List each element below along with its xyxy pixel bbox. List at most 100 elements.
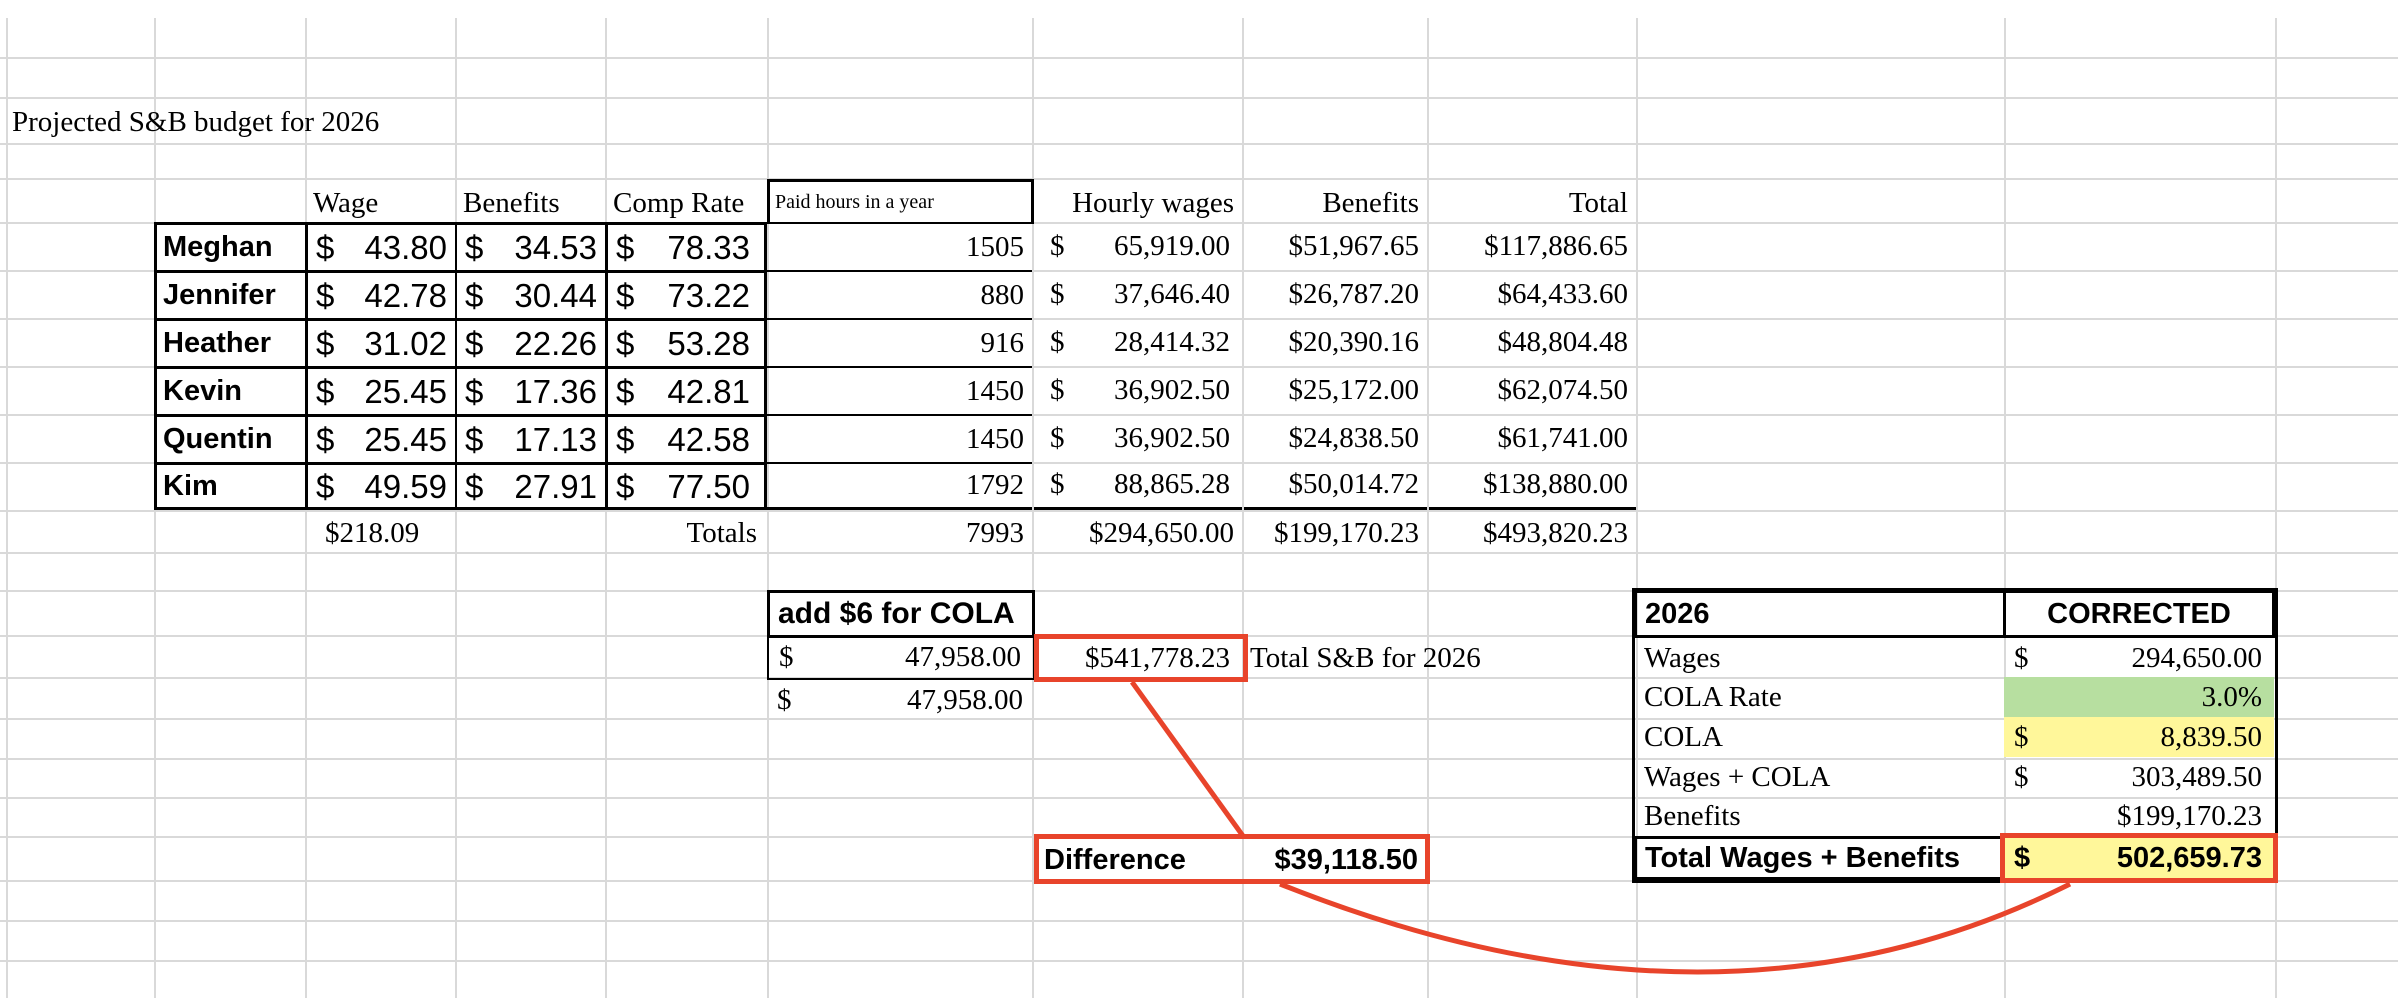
comp-rate-cell[interactable]: $78.33 bbox=[605, 222, 767, 270]
comp-rate-cell[interactable]: $77.50 bbox=[605, 462, 767, 510]
summary-row-value[interactable]: $199,170.23 bbox=[2004, 797, 2274, 836]
totals-hourly-wages[interactable]: $294,650.00 bbox=[1089, 516, 1234, 549]
comp-rate-cell[interactable]: $53.28 bbox=[605, 318, 767, 366]
employee-name[interactable]: Kim bbox=[154, 462, 305, 510]
hourly-wages-value: 36,902.50 bbox=[1114, 373, 1230, 406]
wage-cell[interactable]: $49.59 bbox=[305, 462, 455, 510]
paid-hours-cell[interactable]: 1505 bbox=[767, 222, 1032, 270]
summary-header-corrected[interactable]: CORRECTED bbox=[2003, 590, 2275, 638]
benefits-total-cell[interactable]: $26,787.20 bbox=[1288, 277, 1420, 310]
summary-row-label[interactable]: COLA bbox=[1644, 720, 1723, 753]
wage-value: 43.80 bbox=[364, 229, 447, 266]
benefits-value: 17.13 bbox=[514, 421, 597, 458]
totals-benefits[interactable]: $199,170.23 bbox=[1274, 516, 1419, 549]
benefits-cell[interactable]: $34.53 bbox=[455, 222, 605, 270]
row-total-cell[interactable]: $138,880.00 bbox=[1429, 462, 1636, 510]
currency-symbol: $ bbox=[616, 229, 635, 266]
paid-hours-cell[interactable]: 1450 bbox=[767, 414, 1032, 462]
totals-total[interactable]: $493,820.23 bbox=[1483, 516, 1628, 549]
total-sb-label[interactable]: Total S&B for 2026 bbox=[1250, 641, 1481, 674]
summary-total-value[interactable]: $ 502,659.73 bbox=[2004, 836, 2274, 880]
wage-cell[interactable]: $31.02 bbox=[305, 318, 455, 366]
cola-row-1-value: 47,958.00 bbox=[905, 640, 1021, 673]
row-total-cell[interactable]: $61,741.00 bbox=[1497, 421, 1629, 454]
header-comp-rate[interactable]: Comp Rate bbox=[613, 186, 745, 219]
row-total-cell[interactable]: $64,433.60 bbox=[1497, 277, 1629, 310]
benefits-total-cell[interactable]: $24,838.50 bbox=[1288, 421, 1420, 454]
wage-cell[interactable]: $25.45 bbox=[305, 366, 455, 414]
header-total[interactable]: Total bbox=[1568, 186, 1628, 219]
wage-cell[interactable]: $25.45 bbox=[305, 414, 455, 462]
benefits-cell[interactable]: $27.91 bbox=[455, 462, 605, 510]
total-sb-value[interactable]: $541,778.23 bbox=[1085, 641, 1230, 674]
header-benefits-total[interactable]: Benefits bbox=[1322, 186, 1419, 219]
comp-rate-cell[interactable]: $73.22 bbox=[605, 270, 767, 318]
summary-row-value[interactable]: $294,650.00 bbox=[2004, 638, 2274, 678]
header-wage[interactable]: Wage bbox=[313, 186, 379, 219]
benefits-cell[interactable]: $22.26 bbox=[455, 318, 605, 366]
cola-row-2[interactable]: $ 47,958.00 bbox=[767, 680, 1035, 720]
benefits-value: 17.36 bbox=[514, 373, 597, 410]
hourly-wages-cell[interactable]: $28,414.32 bbox=[1034, 318, 1242, 366]
summary-row-number: 8,839.50 bbox=[2160, 720, 2263, 753]
row-total-cell[interactable]: $48,804.48 bbox=[1497, 325, 1629, 358]
currency-symbol: $ bbox=[316, 325, 335, 362]
summary-row-value[interactable]: 3.0% bbox=[2004, 677, 2274, 717]
summary-header-year[interactable]: 2026 bbox=[1634, 590, 2006, 638]
benefits-total-cell[interactable]: $50,014.72 bbox=[1244, 462, 1427, 510]
hourly-wages-cell[interactable]: $37,646.40 bbox=[1034, 270, 1242, 318]
benefits-cell[interactable]: $17.36 bbox=[455, 366, 605, 414]
paid-hours-cell[interactable]: 1450 bbox=[767, 366, 1032, 414]
benefits-cell[interactable]: $17.13 bbox=[455, 414, 605, 462]
summary-row-label[interactable]: Wages + COLA bbox=[1644, 760, 1831, 793]
comp-rate-cell[interactable]: $42.81 bbox=[605, 366, 767, 414]
benefits-cell[interactable]: $30.44 bbox=[455, 270, 605, 318]
paid-hours-cell[interactable]: 916 bbox=[767, 318, 1032, 366]
cola-row-1[interactable]: $ 47,958.00 bbox=[767, 636, 1035, 680]
totals-hours[interactable]: 7993 bbox=[966, 516, 1024, 549]
row-total-cell[interactable]: $117,886.65 bbox=[1484, 229, 1628, 262]
summary-row-number: $199,170.23 bbox=[2117, 800, 2262, 832]
hourly-wages-cell[interactable]: $88,865.28 bbox=[1034, 462, 1242, 510]
gridline bbox=[0, 414, 2398, 416]
summary-row-value[interactable]: $8,839.50 bbox=[2004, 717, 2274, 757]
benefits-total-cell[interactable]: $20,390.16 bbox=[1288, 325, 1420, 358]
row-total-cell[interactable]: $62,074.50 bbox=[1497, 373, 1629, 406]
header-benefits[interactable]: Benefits bbox=[463, 186, 560, 219]
wage-cell[interactable]: $42.78 bbox=[305, 270, 455, 318]
wage-sum[interactable]: $218.09 bbox=[325, 516, 420, 549]
currency-symbol: $ bbox=[316, 373, 335, 410]
header-paid-hours[interactable]: Paid hours in a year bbox=[767, 179, 1034, 224]
paid-hours-cell[interactable]: 1792 bbox=[767, 462, 1032, 510]
wage-cell[interactable]: $43.80 bbox=[305, 222, 455, 270]
employee-name[interactable]: Heather bbox=[154, 318, 305, 366]
benefits-total-cell[interactable]: $25,172.00 bbox=[1288, 373, 1420, 406]
currency-symbol: $ bbox=[316, 467, 335, 505]
summary-row-label[interactable]: Wages bbox=[1644, 641, 1721, 674]
difference-label[interactable]: Difference bbox=[1044, 843, 1186, 876]
currency-symbol: $ bbox=[1050, 325, 1065, 358]
header-hourly-wages[interactable]: Hourly wages bbox=[1072, 186, 1234, 219]
employee-name[interactable]: Meghan bbox=[154, 222, 305, 270]
comp-rate-cell[interactable]: $42.58 bbox=[605, 414, 767, 462]
summary-row-label[interactable]: Benefits bbox=[1644, 800, 1741, 832]
cola-row-2-value: 47,958.00 bbox=[907, 683, 1023, 716]
hourly-wages-value: 28,414.32 bbox=[1114, 325, 1230, 358]
cola-header[interactable]: add $6 for COLA bbox=[767, 590, 1035, 638]
summary-row-label[interactable]: COLA Rate bbox=[1644, 680, 1782, 713]
employee-name[interactable]: Jennifer bbox=[154, 270, 305, 318]
summary-total-label[interactable]: Total Wages + Benefits bbox=[1634, 836, 2004, 880]
sheet-title[interactable]: Projected S&B budget for 2026 bbox=[12, 105, 380, 138]
currency-symbol: $ bbox=[1050, 277, 1065, 310]
employee-name[interactable]: Kevin bbox=[154, 366, 305, 414]
hourly-wages-cell[interactable]: $36,902.50 bbox=[1034, 366, 1242, 414]
summary-row-value[interactable]: $303,489.50 bbox=[2004, 757, 2274, 797]
paid-hours-cell[interactable]: 880 bbox=[767, 270, 1032, 318]
totals-label[interactable]: Totals bbox=[686, 516, 757, 549]
comp-rate-value: 42.58 bbox=[667, 421, 750, 458]
hourly-wages-cell[interactable]: $65,919.00 bbox=[1034, 222, 1242, 270]
employee-name[interactable]: Quentin bbox=[154, 414, 305, 462]
hourly-wages-cell[interactable]: $36,902.50 bbox=[1034, 414, 1242, 462]
difference-value[interactable]: $39,118.50 bbox=[1274, 843, 1418, 876]
benefits-total-cell[interactable]: $51,967.65 bbox=[1288, 229, 1420, 262]
